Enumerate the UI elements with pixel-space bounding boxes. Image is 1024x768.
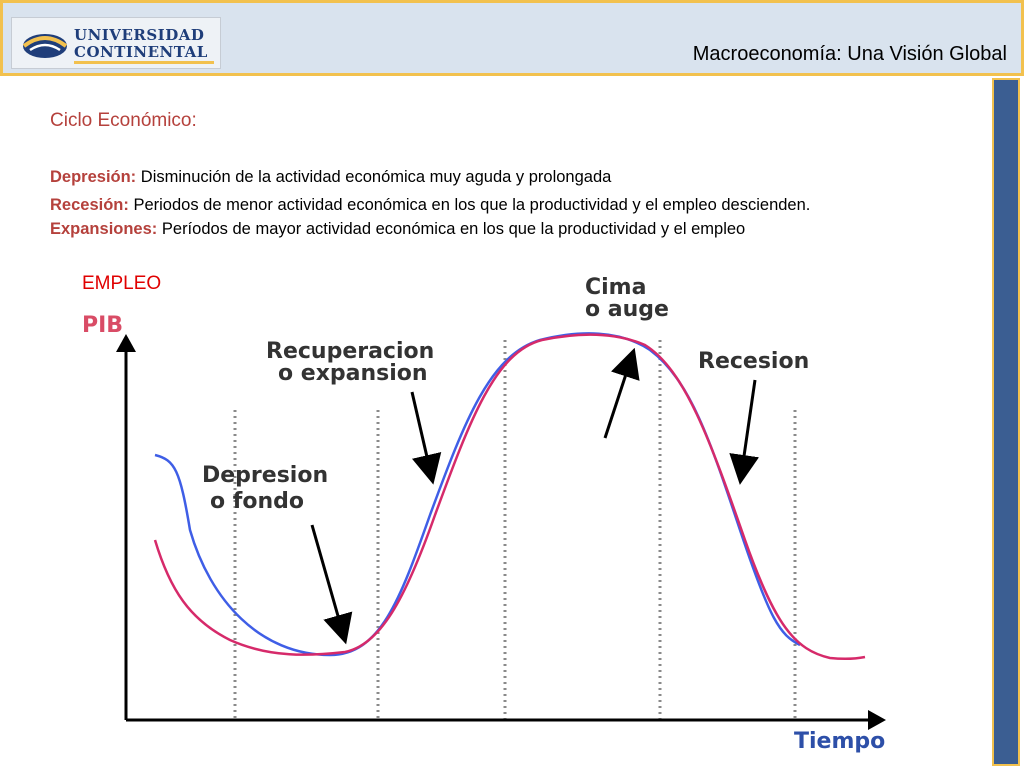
definition-recesion: Recesión: Periodos de menor actividad ec… bbox=[50, 196, 810, 215]
arrow-depresion-icon bbox=[310, 524, 353, 645]
definition-text: Periodos de menor actividad económica en… bbox=[128, 196, 811, 214]
logo-underline bbox=[74, 61, 214, 64]
y-axis-arrow-icon bbox=[116, 334, 136, 352]
logo-text: UNIVERSIDAD CONTINENTAL bbox=[74, 27, 208, 61]
phase-label-cima-2: o auge bbox=[585, 297, 669, 322]
definition-term: Expansiones: bbox=[50, 220, 158, 238]
x-axis-arrow-icon bbox=[868, 710, 886, 730]
definition-text: Períodos de mayor actividad económica en… bbox=[157, 220, 746, 238]
definition-text: Disminución de la actividad económica mu… bbox=[136, 168, 612, 186]
definition-expansiones: Expansiones: Períodos de mayor actividad… bbox=[50, 220, 745, 239]
y-axis-label: PIB bbox=[82, 313, 123, 338]
slide-header: UNIVERSIDAD CONTINENTAL Macroeconomía: U… bbox=[0, 0, 1024, 76]
phase-label-depresion-1: Depresion bbox=[202, 463, 328, 488]
arrow-recesion-icon bbox=[729, 379, 759, 485]
logo-emblem-icon bbox=[22, 34, 68, 58]
arrow-recuperacion-icon bbox=[410, 391, 442, 485]
pib-curve bbox=[153, 333, 866, 661]
section-title: Ciclo Económico: bbox=[50, 110, 197, 131]
business-cycle-diagram: PIB Tiempo Depresion o fondo Recuperacio… bbox=[82, 275, 886, 754]
x-axis-label: Tiempo bbox=[794, 729, 885, 754]
deck-title: Macroeconomía: Una Visión Global bbox=[692, 43, 1007, 65]
definition-term: Recesión: bbox=[50, 196, 129, 214]
side-decoration-bar bbox=[992, 78, 1020, 766]
definition-term: Depresión: bbox=[50, 168, 137, 186]
phase-label-cima-1: Cima bbox=[585, 275, 646, 300]
phase-label-recuperacion-2: o expansion bbox=[278, 361, 428, 386]
arrow-cima-icon bbox=[603, 347, 640, 439]
definition-depresion: Depresión: Disminución de la actividad e… bbox=[50, 168, 611, 187]
phase-label-depresion-2: o fondo bbox=[210, 489, 304, 514]
logo-line-2: CONTINENTAL bbox=[74, 43, 208, 61]
university-logo: UNIVERSIDAD CONTINENTAL bbox=[11, 17, 221, 69]
empleo-label: EMPLEO bbox=[82, 273, 162, 294]
phase-label-recuperacion-1: Recuperacion bbox=[266, 339, 434, 364]
logo-line-1: UNIVERSIDAD bbox=[74, 26, 205, 44]
phase-label-recesion: Recesion bbox=[698, 349, 809, 374]
